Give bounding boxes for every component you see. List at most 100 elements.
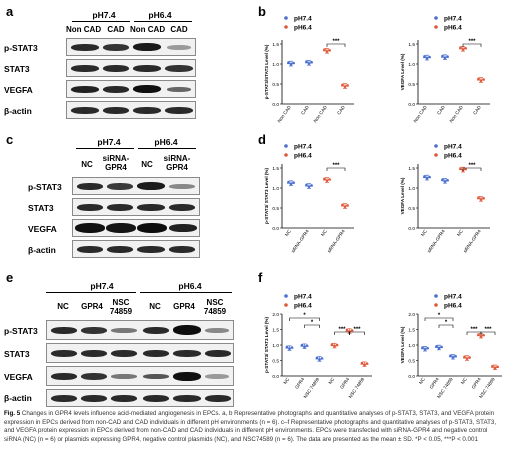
lane-label: GPR4	[173, 302, 195, 311]
band	[133, 65, 161, 72]
lane-label: NC	[149, 302, 161, 311]
lane-label: siRNA- GPR4	[102, 154, 130, 172]
significance-bracket	[480, 331, 496, 335]
data-point	[305, 344, 309, 347]
data-point	[459, 167, 462, 170]
data-point	[315, 356, 319, 360]
band	[167, 87, 191, 92]
y-tick-label: 1.0	[272, 186, 279, 192]
blot-strip-stat3	[72, 198, 200, 216]
blot-row-label: VEGFA	[4, 85, 33, 95]
lane-label: NC	[81, 160, 93, 169]
lane-label: NSC 74859	[203, 298, 227, 316]
data-point	[443, 56, 447, 60]
data-point	[292, 61, 295, 65]
data-point	[446, 55, 449, 58]
band	[143, 374, 169, 379]
band	[81, 350, 107, 357]
y-tick-label: 0.0	[272, 226, 279, 232]
blot-row-label: STAT3	[28, 203, 54, 213]
significance-bracket	[462, 43, 482, 47]
band	[103, 44, 129, 51]
band	[103, 65, 129, 72]
y-tick-label: 1.5	[272, 42, 279, 48]
data-point	[346, 84, 349, 87]
data-point	[307, 62, 311, 65]
band	[71, 107, 99, 114]
data-point	[425, 177, 429, 180]
y-tick-label: 0.5	[408, 358, 415, 364]
data-point	[330, 343, 334, 346]
blot-row-label: p-STAT3	[28, 182, 62, 192]
band	[173, 395, 201, 402]
significance-marker: *	[445, 320, 448, 326]
significance-bracket	[349, 331, 365, 335]
group-label-ph74: pH7.4	[90, 281, 114, 291]
significance-bracket	[304, 324, 320, 328]
band	[169, 184, 195, 189]
band	[137, 204, 165, 211]
band	[107, 246, 133, 253]
data-point	[303, 345, 306, 349]
band	[111, 395, 137, 402]
data-point	[288, 347, 291, 351]
data-point	[465, 357, 469, 361]
significance-bracket	[438, 324, 454, 328]
blot-row-label: VEGFA	[4, 372, 33, 382]
band	[51, 395, 77, 402]
y-tick-label: 0.0	[408, 102, 415, 108]
legend-label-ph64: pH6.4	[444, 25, 462, 32]
band	[173, 372, 201, 381]
data-point	[350, 329, 354, 332]
legend-marker-ph64	[434, 25, 438, 29]
data-point	[345, 328, 349, 332]
y-tick-label: 0.5	[408, 82, 415, 88]
x-tick-label: Non CAD	[313, 104, 329, 123]
data-point	[440, 345, 443, 349]
significance-marker: ***	[332, 39, 340, 45]
x-tick-label: GPR4	[294, 376, 306, 389]
data-point	[341, 83, 344, 87]
blot-strip-bactin	[72, 240, 200, 258]
data-point	[325, 179, 329, 183]
legend-marker-ph64	[284, 303, 288, 307]
legend-label-ph64: pH6.4	[444, 153, 462, 160]
data-point	[423, 348, 427, 351]
y-tick-label: 2.0	[408, 312, 415, 318]
band	[137, 223, 167, 233]
x-tick-label: siRNA-GPR4	[426, 228, 446, 253]
blot-row-label: STAT3	[4, 349, 30, 359]
group-label-ph74: pH7.4	[92, 10, 116, 20]
data-point	[421, 346, 424, 349]
group-underline	[76, 148, 134, 149]
blot-row-label: p-STAT3	[4, 43, 38, 53]
data-point	[310, 184, 313, 187]
data-point	[343, 205, 347, 209]
blot-row-label: β-actin	[28, 245, 56, 255]
band	[169, 246, 195, 253]
data-point	[461, 48, 465, 51]
lane-label: NC	[141, 160, 153, 169]
lane-label: GPR4	[81, 302, 103, 311]
band	[133, 43, 161, 51]
band	[103, 107, 129, 114]
x-tick-label: CAD	[336, 104, 346, 115]
blot-row-label: β-actin	[4, 106, 32, 116]
group-underline	[140, 292, 232, 293]
blot-row-label: STAT3	[4, 64, 30, 74]
data-point	[365, 362, 369, 365]
data-point	[454, 354, 457, 358]
blot-strip-pstat3	[66, 38, 196, 56]
band	[165, 65, 193, 72]
blot-row-label: β-actin	[4, 393, 32, 403]
significance-marker: *	[438, 313, 441, 319]
blot-strip-bactin	[46, 389, 234, 407]
band	[143, 327, 169, 334]
x-tick-label: NSC 74859	[348, 376, 366, 399]
y-tick-label: 0.0	[272, 374, 279, 380]
legend-marker-ph64	[284, 25, 288, 29]
x-tick-label: siRNA-GPR4	[326, 228, 346, 253]
band	[111, 374, 137, 379]
band	[205, 374, 229, 379]
significance-marker: ***	[332, 163, 340, 169]
